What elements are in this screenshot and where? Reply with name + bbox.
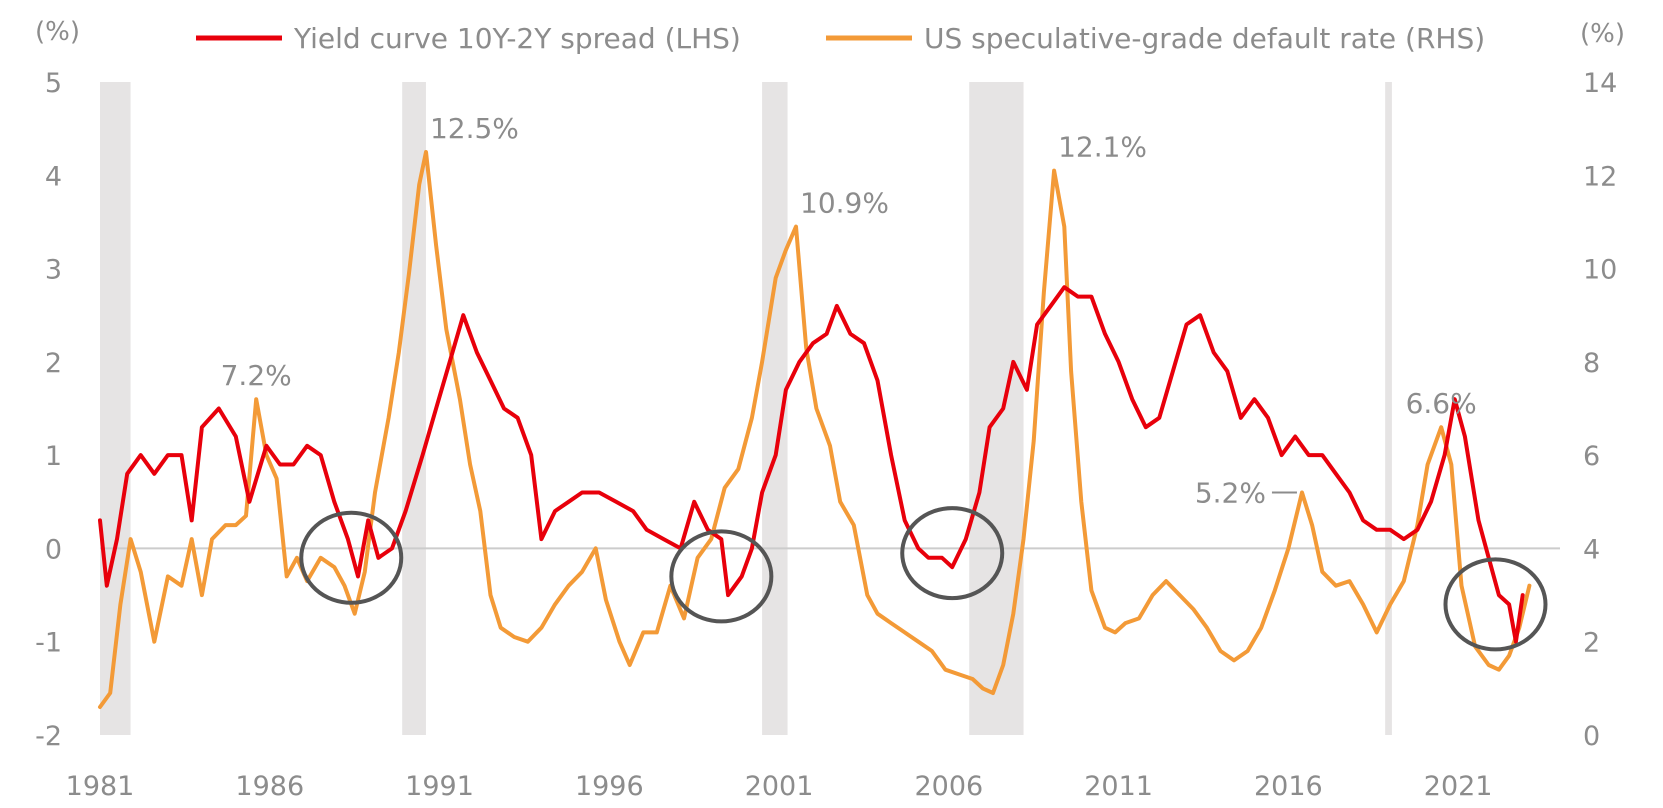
annotation-label: 12.5% — [430, 112, 519, 145]
x-tick-label: 2016 — [1254, 771, 1323, 802]
left-tick-label: 0 — [45, 534, 62, 565]
highlight-ellipse-1 — [669, 529, 774, 624]
left-tick-label: 3 — [45, 255, 62, 286]
recession-band-3 — [969, 82, 1024, 735]
right-axis-ticks: 14 12 10 8 6 4 2 0 — [1583, 68, 1617, 752]
right-tick-label: 0 — [1583, 721, 1600, 752]
left-tick-label: 2 — [45, 348, 62, 379]
series-lines — [98, 150, 1532, 709]
legend-label-yield-curve: Yield curve 10Y-2Y spread (LHS) — [293, 22, 741, 55]
left-tick-label: -2 — [35, 721, 62, 752]
right-tick-label: 6 — [1583, 441, 1600, 472]
recession-band-0 — [100, 82, 131, 735]
peak-annotations: 7.2% 12.5% 10.9% 12.1% 5.2% 6.6% — [221, 112, 1477, 509]
x-tick-label: 2001 — [745, 771, 814, 802]
left-axis-unit: (%) — [35, 17, 80, 47]
highlight-ellipse-2 — [900, 506, 1005, 601]
legend-label-default-rate: US speculative-grade default rate (RHS) — [924, 22, 1485, 55]
x-tick-label: 2021 — [1424, 771, 1493, 802]
x-tick-label: 2011 — [1084, 771, 1153, 802]
annotation-label: 12.1% — [1058, 131, 1147, 164]
highlight-ellipse-3 — [1443, 557, 1548, 652]
right-tick-label: 2 — [1583, 628, 1600, 659]
highlight-ellipses — [299, 506, 1548, 652]
right-tick-label: 14 — [1583, 68, 1617, 99]
annotation-label: 10.9% — [800, 187, 889, 220]
left-tick-label: -1 — [35, 628, 62, 659]
x-tick-label: 1986 — [235, 771, 304, 802]
right-tick-label: 12 — [1583, 161, 1617, 192]
x-tick-label: 1991 — [405, 771, 474, 802]
series-line-default-rate — [98, 150, 1532, 709]
legend: Yield curve 10Y-2Y spread (LHS) US specu… — [196, 22, 1485, 55]
left-axis-ticks: 5 4 3 2 1 0 -1 -2 — [35, 68, 62, 752]
left-tick-label: 5 — [45, 68, 62, 99]
right-axis-unit: (%) — [1580, 19, 1625, 49]
recession-band-4 — [1385, 82, 1392, 735]
x-tick-label: 1981 — [66, 771, 135, 802]
x-axis-ticks: 1981 1986 1991 1996 2001 2006 2011 2016 2021 — [66, 771, 1493, 802]
left-tick-label: 1 — [45, 441, 62, 472]
highlight-ellipse-0 — [299, 510, 404, 605]
recession-bands — [100, 82, 1392, 735]
annotation-label: 5.2% — [1195, 476, 1266, 509]
right-tick-label: 8 — [1583, 348, 1600, 379]
left-tick-label: 4 — [45, 161, 62, 192]
right-tick-label: 4 — [1583, 534, 1600, 565]
annotation-label: 7.2% — [221, 359, 292, 392]
x-tick-label: 2006 — [914, 771, 983, 802]
recession-band-1 — [402, 82, 426, 735]
x-tick-label: 1996 — [575, 771, 644, 802]
right-tick-label: 10 — [1583, 255, 1617, 286]
annotation-label: 6.6% — [1406, 387, 1477, 420]
